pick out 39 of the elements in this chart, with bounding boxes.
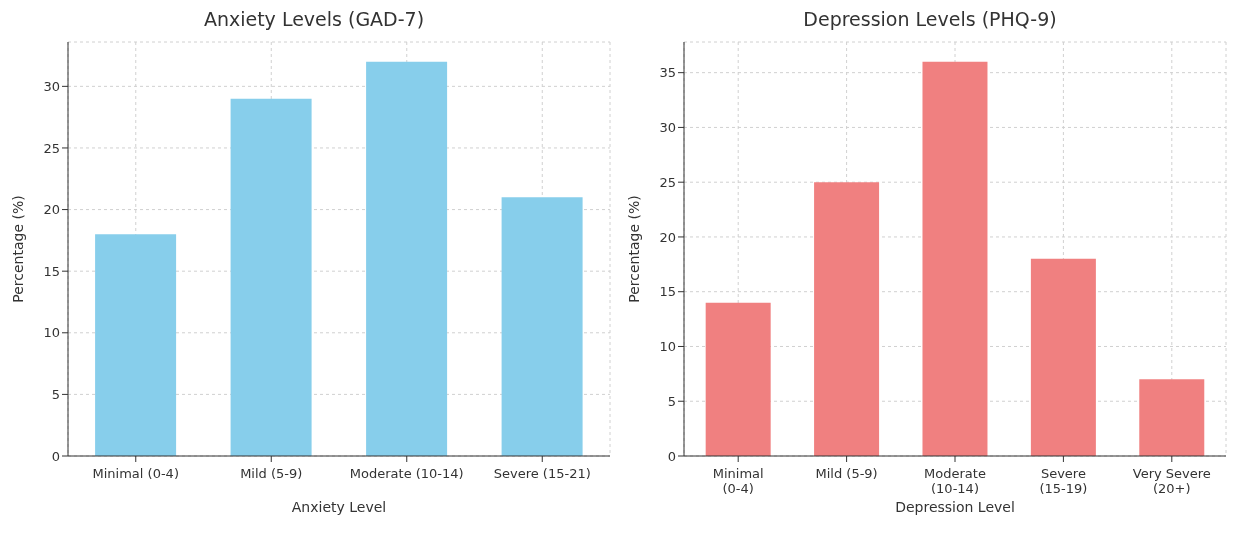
y-tick-label: 25 xyxy=(43,140,60,156)
y-tick-label: 0 xyxy=(51,448,60,464)
chart-title: Depression Levels (PHQ-9) xyxy=(802,8,1058,32)
x-axis-title: Anxiety Level xyxy=(291,499,387,515)
bar xyxy=(814,182,880,456)
x-tick-label: Minimal (0-4) xyxy=(712,466,764,496)
y-tick-label: 20 xyxy=(659,229,676,245)
y-tick-label: 10 xyxy=(659,339,676,355)
x-tick-label: Severe (15-19) xyxy=(1039,466,1088,496)
y-tick-label: 25 xyxy=(659,174,676,190)
y-tick-label: 30 xyxy=(43,78,60,94)
bar xyxy=(1139,379,1205,456)
x-tick-label: Severe (15-21) xyxy=(493,466,591,481)
y-tick-label: 0 xyxy=(667,448,676,464)
bar xyxy=(922,61,988,456)
x-tick-label: Mild (5-9) xyxy=(240,466,303,481)
x-tick-label: Moderate (10-14) xyxy=(924,466,986,496)
y-tick-label: 20 xyxy=(43,202,60,218)
y-tick-label: 5 xyxy=(667,393,676,409)
y-tick-label: 30 xyxy=(659,120,676,136)
x-axis-title: Depression Level xyxy=(895,499,1015,515)
y-axis-title: Percentage (%) xyxy=(9,195,26,303)
x-tick-label: Minimal (0-4) xyxy=(92,466,179,481)
y-axis-title: Percentage (%) xyxy=(625,195,642,303)
y-tick-label: 35 xyxy=(659,65,676,81)
y-tick-label: 15 xyxy=(659,284,676,300)
bar xyxy=(366,61,448,456)
bar xyxy=(1030,258,1096,456)
bar xyxy=(95,234,177,456)
y-tick-label: 15 xyxy=(43,263,60,279)
bar xyxy=(501,197,583,456)
x-tick-label: Moderate (10-14) xyxy=(349,466,464,481)
x-tick-label: Very Severe (20+) xyxy=(1132,466,1211,496)
y-tick-label: 5 xyxy=(51,387,60,403)
chart-title: Anxiety Levels (GAD-7) xyxy=(202,8,426,32)
bar xyxy=(705,302,771,456)
y-tick-label: 10 xyxy=(43,325,60,341)
x-tick-label: Mild (5-9) xyxy=(815,466,878,481)
bar xyxy=(230,98,312,456)
